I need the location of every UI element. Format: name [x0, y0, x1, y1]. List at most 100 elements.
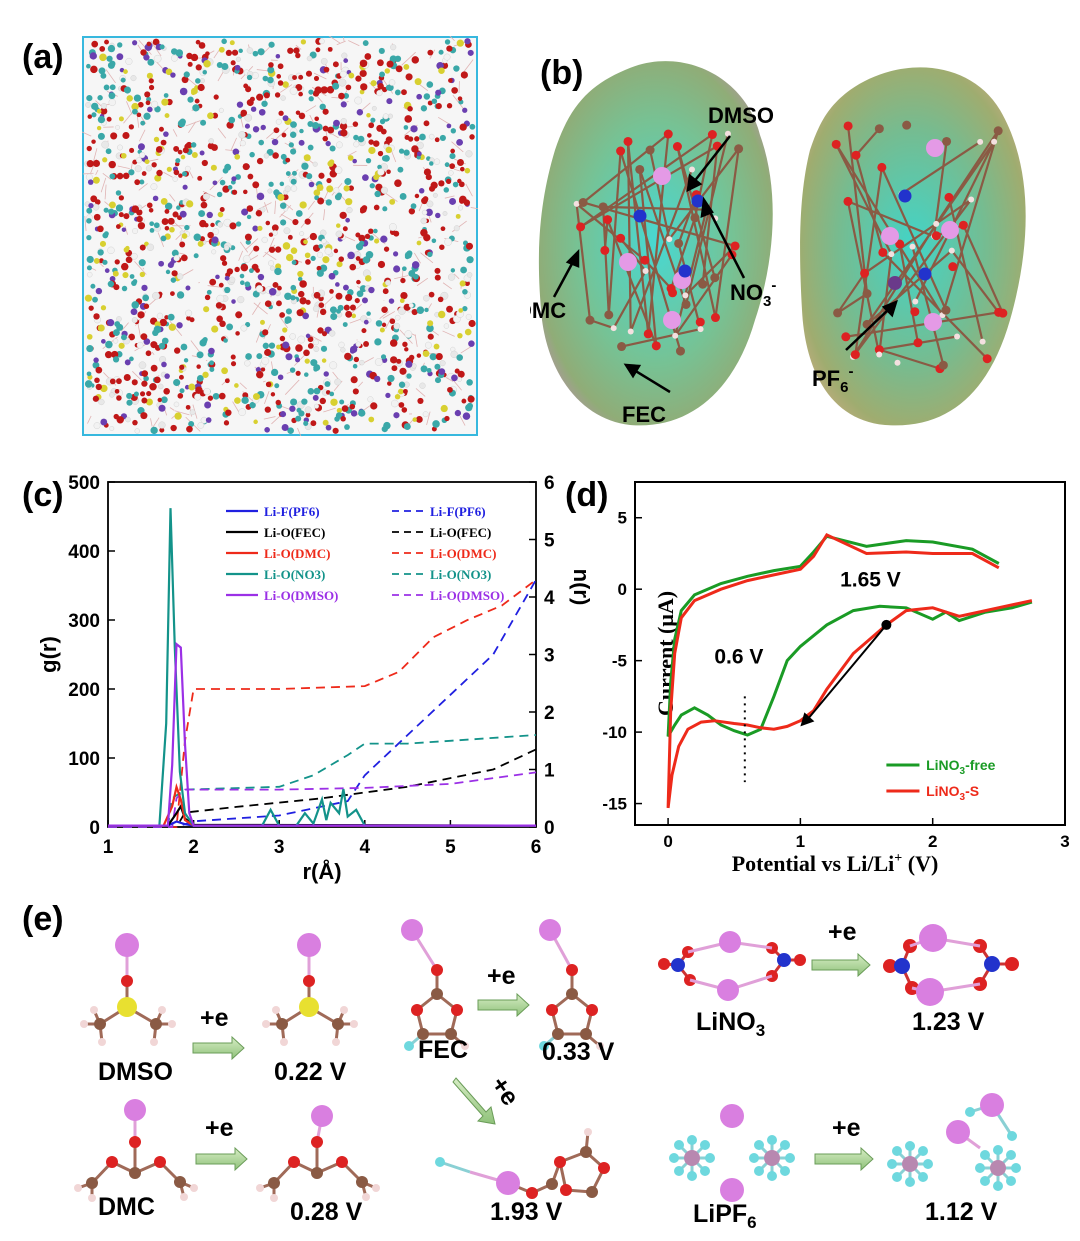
- atom: [600, 245, 610, 255]
- atom: [948, 262, 958, 272]
- atom: [299, 201, 307, 209]
- atom: [902, 120, 912, 130]
- lipf6-voltage: 1.12 V: [925, 1198, 998, 1226]
- atom: [88, 305, 94, 311]
- atom: [344, 178, 352, 186]
- bond-line: [347, 150, 357, 157]
- x-tick-label: 6: [531, 837, 542, 858]
- lipf6-name: LiPF6: [693, 1200, 757, 1232]
- f-atom: [754, 1140, 764, 1150]
- atom: [321, 331, 328, 337]
- p-atom: [684, 1150, 700, 1166]
- f-atom: [1011, 1163, 1021, 1173]
- atom: [462, 289, 468, 295]
- atom: [104, 351, 113, 359]
- atom: [298, 139, 305, 146]
- atom: [292, 218, 299, 226]
- atom: [112, 356, 120, 363]
- atom: [437, 310, 446, 319]
- atom: [147, 58, 155, 66]
- atom: [111, 350, 119, 359]
- li-atom: [720, 1104, 744, 1128]
- atom: [209, 278, 217, 286]
- atom: [206, 211, 213, 219]
- y-right-tick-label: 4: [544, 588, 555, 609]
- atom: [295, 344, 303, 352]
- atom: [320, 58, 328, 65]
- atom: [148, 84, 155, 91]
- atom: [386, 60, 394, 68]
- atom: [400, 277, 406, 284]
- atom: [313, 366, 319, 372]
- atom: [209, 360, 215, 366]
- atom: [342, 284, 349, 291]
- atom: [252, 181, 260, 189]
- li-atom: [946, 1120, 970, 1144]
- atom: [141, 397, 148, 404]
- atom: [359, 285, 367, 293]
- atom: [179, 388, 185, 394]
- atom: [681, 299, 691, 309]
- f-atom: [780, 1166, 790, 1176]
- atom: [381, 322, 387, 328]
- atom: [302, 312, 310, 320]
- atom: [92, 395, 100, 402]
- y-left-tick-label: 200: [68, 680, 100, 701]
- atom: [92, 361, 100, 369]
- atom: [140, 333, 148, 340]
- atom: [414, 136, 420, 142]
- atom: [245, 353, 252, 360]
- atom: [433, 343, 440, 350]
- atom: [113, 413, 119, 420]
- atom: [120, 77, 126, 83]
- atom: [235, 311, 243, 319]
- atom: [230, 245, 236, 251]
- o-atom: [1005, 957, 1019, 971]
- legend-solid-label: Li-F(PF6): [264, 504, 320, 519]
- atom: [335, 292, 343, 300]
- atom: [463, 199, 471, 206]
- atom: [347, 251, 355, 260]
- atom: [123, 374, 131, 382]
- atom: [338, 341, 345, 348]
- atom: [255, 268, 260, 273]
- atom: [428, 185, 436, 192]
- bond-line: [442, 330, 455, 337]
- atom: [426, 81, 434, 88]
- atom: [97, 249, 104, 256]
- atom: [327, 160, 334, 167]
- atom: [440, 226, 446, 232]
- atom: [310, 420, 317, 427]
- legend-dashed-label: Li-O(DMC): [430, 546, 496, 561]
- atom: [270, 392, 276, 397]
- atom: [388, 79, 396, 86]
- f-atom: [918, 1172, 928, 1182]
- atom: [102, 259, 108, 265]
- c-atom: [417, 1028, 429, 1040]
- bond-line: [100, 177, 107, 193]
- atom: [354, 96, 363, 105]
- atom: [100, 102, 107, 110]
- atom: [843, 121, 853, 131]
- x-tick-label: 3: [1060, 832, 1069, 851]
- atom: [353, 134, 359, 141]
- atom: [99, 53, 107, 62]
- bond-line: [262, 380, 266, 383]
- atom: [107, 319, 115, 327]
- atom: [343, 304, 350, 311]
- atom: [145, 100, 151, 106]
- atom: [305, 412, 311, 418]
- bond-line: [836, 272, 866, 314]
- atom: [297, 276, 303, 282]
- atom: [188, 421, 195, 428]
- atom: [459, 198, 465, 204]
- atom: [993, 126, 1003, 136]
- atom: [86, 371, 92, 377]
- y-tick-label: -15: [602, 795, 627, 814]
- atom: [200, 201, 208, 209]
- atom: [204, 401, 212, 409]
- atom: [198, 42, 206, 49]
- atom: [416, 240, 422, 246]
- o-atom: [303, 975, 315, 987]
- atom: [361, 328, 367, 334]
